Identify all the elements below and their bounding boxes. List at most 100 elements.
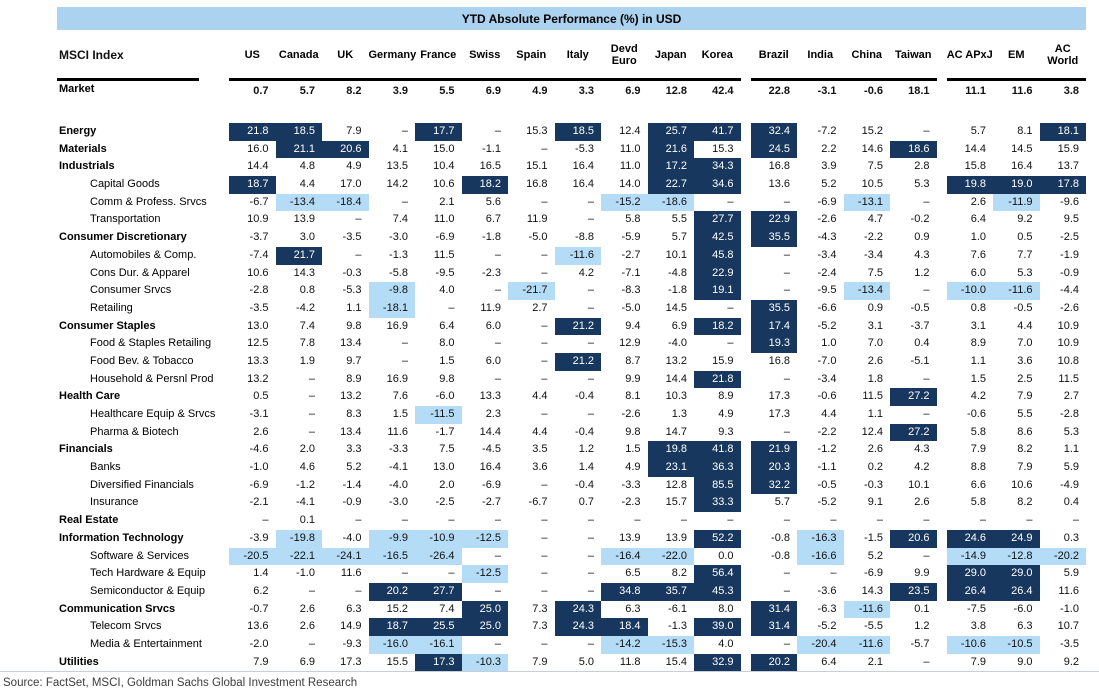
table-cell: 4.9 xyxy=(532,85,548,97)
row-label: Comm & Profess. Srvcs xyxy=(90,195,207,208)
table-cell: – xyxy=(876,514,883,527)
column-header: US xyxy=(244,49,260,61)
table-cell: 10.1 xyxy=(908,478,930,491)
footer-divider xyxy=(0,671,1099,672)
table-cell: 2.6 xyxy=(299,620,315,633)
table-cell: 16.8 xyxy=(768,354,790,367)
table-cell: 5.5 xyxy=(1017,408,1033,420)
table-title-band: YTD Absolute Performance (%) in USD xyxy=(57,7,1086,30)
table-cell: 1.1 xyxy=(346,301,362,314)
table-cell: 1.2 xyxy=(578,443,594,456)
table-cell: – xyxy=(979,514,986,527)
table-cell: -4.5 xyxy=(482,443,501,456)
table-cell: 9.5 xyxy=(1063,213,1079,226)
row-label: Tech Hardware & Equip xyxy=(90,567,206,580)
table-cell: -4.0 xyxy=(668,337,687,350)
table-cell: 17.7 xyxy=(415,123,462,141)
table-cell: – xyxy=(783,372,790,385)
table-cell: 7.5 xyxy=(439,443,455,456)
row-label: Consumer Srvcs xyxy=(90,284,172,297)
table-cell: 32.4 xyxy=(750,123,797,141)
table-row: Consumer Staples 13.0 7.4 9.8 16.9 6.4 6.0 –21.… xyxy=(57,317,1087,336)
table-cell: 5.7 xyxy=(299,85,315,97)
table-cell: – xyxy=(401,354,408,367)
table-cell: 32.9 xyxy=(694,653,741,672)
table-cell: -3.5 xyxy=(249,301,269,314)
column-group-gap xyxy=(740,193,751,212)
table-cell: -16.5 xyxy=(368,547,415,566)
table-cell: – xyxy=(541,637,548,650)
table-cell: -0.5 xyxy=(910,301,930,314)
table-cell: -2.6 xyxy=(1060,301,1079,314)
column-header: UK xyxy=(337,49,354,61)
column-group-gap xyxy=(740,158,751,177)
table-cell: -8.3 xyxy=(621,284,641,297)
row-label: Banks xyxy=(90,461,121,474)
table-cell: 6.3 xyxy=(625,602,641,615)
table-cell: -0.4 xyxy=(575,425,594,438)
column-group-gap xyxy=(936,512,947,530)
table-cell: -20.5 xyxy=(229,547,276,566)
column-group-gap xyxy=(936,193,947,212)
table-cell: 0.8 xyxy=(299,284,315,297)
table-cell: 13.4 xyxy=(340,337,362,350)
table-cell: 13.9 xyxy=(293,213,315,226)
row-label: Utilities xyxy=(59,655,99,668)
table-cell: -6.0 xyxy=(435,390,455,403)
column-group-gap xyxy=(740,81,751,102)
table-cell: 17.3 xyxy=(340,655,362,668)
table-cell: 3.9 xyxy=(392,85,408,97)
row-label: Industrials xyxy=(59,160,115,173)
column-header: Canada xyxy=(278,49,319,61)
table-cell: 14.9 xyxy=(340,620,362,633)
table-cell: 1.0 xyxy=(970,231,986,244)
table-cell: 13.7 xyxy=(1057,160,1079,173)
column-group-gap xyxy=(740,370,751,389)
table-cell: 15.1 xyxy=(526,160,548,173)
table-cell: -11.9 xyxy=(993,193,1040,212)
table-cell: 11.5 xyxy=(862,390,883,403)
column-group-gap xyxy=(936,140,947,159)
column-group-gap xyxy=(936,211,947,230)
table-cell: 12.4 xyxy=(861,425,883,438)
row-label: Transportation xyxy=(90,213,161,226)
table-cell: -3.0 xyxy=(389,496,408,509)
table-cell: 8.9 xyxy=(718,390,734,403)
table-cell: 10.6 xyxy=(433,178,455,191)
table-cell: 45.3 xyxy=(694,582,741,601)
table-cell: -5.3 xyxy=(575,142,594,155)
table-cell: 7.6 xyxy=(392,390,408,403)
table-cell: 14.6 xyxy=(861,142,883,155)
table-cell: -18.1 xyxy=(368,299,415,318)
table-cell: 42.5 xyxy=(694,229,741,247)
column-group-gap xyxy=(936,123,947,141)
table-cell: 6.7 xyxy=(485,213,501,226)
table-cell: 7.3 xyxy=(532,620,548,633)
table-cell: 39.0 xyxy=(694,618,741,636)
column-group-gap xyxy=(936,352,947,371)
table-cell: 8.2 xyxy=(346,85,362,97)
column-group-gap xyxy=(740,653,751,672)
table-cell: – xyxy=(783,425,790,438)
table-row: Retailing -3.5 -4.2 1.1 -18.1 – 11.9 2.7 – -5.0 14… xyxy=(57,299,1087,318)
table-cell: 10.6 xyxy=(1011,478,1033,491)
table-cell: -1.2 xyxy=(817,443,837,456)
table-cell: 10.7 xyxy=(1057,620,1079,633)
table-row: Materials 16.0 21.1 20.6 4.1 15.0 -1.1 – -5.3 11.… xyxy=(57,140,1087,159)
table-cell: 8.9 xyxy=(970,337,986,350)
table-cell: 18.4 xyxy=(601,618,648,636)
table-cell: 29.0 xyxy=(946,565,993,583)
table-cell: – xyxy=(401,567,408,580)
table-cell: 12.5 xyxy=(247,337,269,350)
table-cell: 25.0 xyxy=(461,600,508,619)
table-cell: -9.5 xyxy=(817,284,837,297)
table-cell: 31.4 xyxy=(750,618,797,636)
table-cell: -0.9 xyxy=(1060,266,1079,279)
column-group-gap xyxy=(740,229,751,247)
table-cell: 23.5 xyxy=(890,582,937,601)
table-cell: – xyxy=(541,142,548,155)
table-cell: 4.2 xyxy=(578,266,594,279)
table-cell: 6.5 xyxy=(625,567,641,580)
table-row: Transportation 10.9 13.9 – 7.4 11.0 6.7 11.9 – 5.… xyxy=(57,211,1087,230)
column-group-gap xyxy=(936,494,947,513)
